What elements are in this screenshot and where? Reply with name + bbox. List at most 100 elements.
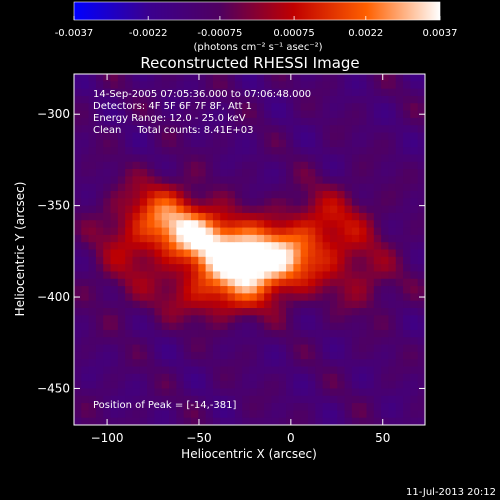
heatmap-pixel [403, 227, 411, 236]
heatmap-pixel [337, 315, 346, 324]
heatmap-pixel [227, 403, 236, 411]
heatmap-pixel [95, 103, 104, 112]
heatmap-pixel [308, 161, 316, 170]
heatmap-pixel [278, 227, 287, 236]
heatmap-pixel [132, 227, 141, 236]
heatmap-pixel [110, 125, 119, 134]
heatmap-pixel [359, 191, 368, 199]
heatmap-pixel [74, 95, 82, 104]
heatmap-pixel [366, 161, 375, 170]
heatmap-pixel [344, 322, 353, 331]
heatmap-pixel [388, 161, 397, 170]
heatmap-pixel [139, 220, 148, 229]
heatmap-pixel [308, 344, 316, 353]
heatmap-pixel [278, 300, 287, 309]
heatmap-pixel [315, 161, 324, 170]
heatmap-pixel [278, 242, 287, 251]
heatmap-pixel [308, 117, 316, 126]
heatmap-pixel [403, 315, 411, 324]
heatmap-pixel [117, 183, 126, 192]
heatmap-pixel [205, 337, 214, 346]
heatmap-pixel [271, 388, 280, 397]
heatmap-pixel [366, 132, 375, 141]
heatmap-pixel [169, 95, 177, 104]
heatmap-pixel [373, 169, 382, 177]
heatmap-pixel [373, 220, 382, 229]
heatmap-pixel [417, 417, 425, 425]
heatmap-pixel [278, 125, 287, 134]
heatmap-pixel [293, 110, 302, 119]
heatmap-pixel [205, 373, 214, 382]
heatmap-pixel [388, 95, 397, 104]
heatmap-pixel [381, 125, 390, 134]
heatmap-pixel [373, 176, 382, 185]
heatmap-pixel [329, 351, 338, 360]
heatmap-pixel [227, 125, 236, 134]
heatmap-pixel [74, 88, 82, 97]
heatmap-pixel [315, 395, 324, 404]
heatmap-pixel [337, 234, 346, 243]
heatmap-pixel [176, 410, 185, 419]
heatmap-pixel [139, 242, 148, 251]
heatmap-pixel [242, 95, 251, 104]
heatmap-pixel [154, 308, 163, 316]
heatmap-pixel [139, 95, 148, 104]
heatmap-pixel [117, 373, 126, 382]
heatmap-pixel [242, 176, 251, 185]
heatmap-pixel [212, 278, 221, 287]
heatmap-pixel [293, 359, 302, 368]
heatmap-pixel [176, 351, 185, 360]
heatmap-pixel [381, 220, 390, 229]
heatmap-pixel [410, 410, 419, 419]
heatmap-pixel [88, 366, 97, 375]
heatmap-pixel [293, 395, 302, 404]
heatmap-pixel [256, 366, 265, 375]
heatmap-pixel [278, 286, 287, 294]
heatmap-pixel [154, 373, 163, 382]
heatmap-pixel [205, 293, 214, 302]
heatmap-pixel [169, 139, 177, 148]
heatmap-pixel [264, 242, 273, 251]
heatmap-pixel [132, 388, 141, 397]
heatmap-pixel [395, 366, 404, 375]
heatmap-pixel [154, 351, 163, 360]
heatmap-pixel [227, 183, 236, 192]
heatmap-pixel [395, 103, 404, 112]
heatmap-pixel [183, 337, 192, 346]
heatmap-pixel [125, 227, 134, 236]
heatmap-pixel [249, 205, 258, 214]
heatmap-pixel [315, 205, 324, 214]
heatmap-pixel [366, 403, 375, 411]
heatmap-pixel [300, 205, 309, 214]
heatmap-pixel [191, 366, 199, 375]
heatmap-pixel [205, 176, 214, 185]
heatmap-pixel [154, 249, 163, 258]
heatmap-pixel [147, 176, 156, 185]
heatmap-pixel [308, 212, 316, 221]
heatmap-pixel [322, 351, 331, 360]
heatmap-pixel [154, 147, 163, 156]
heatmap-pixel [161, 147, 170, 156]
heatmap-pixel [417, 205, 425, 214]
heatmap-pixel [212, 227, 221, 236]
heatmap-pixel [147, 388, 156, 397]
heatmap-pixel [373, 234, 382, 243]
heatmap-pixel [234, 117, 243, 126]
heatmap-pixel [344, 359, 353, 368]
heatmap-pixel [125, 147, 134, 156]
heatmap-pixel [315, 220, 324, 229]
heatmap-pixel [176, 388, 185, 397]
heatmap-pixel [176, 308, 185, 316]
heatmap-pixel [147, 264, 156, 273]
heatmap-pixel [183, 410, 192, 419]
heatmap-pixel [154, 242, 163, 251]
heatmap-pixel [220, 271, 229, 280]
heatmap-pixel [176, 183, 185, 192]
observation-info: 14-Sep-2005 07:05:36.000 to 07:06:48.000… [93, 89, 311, 136]
heatmap-pixel [161, 417, 170, 425]
heatmap-pixel [395, 132, 404, 141]
heatmap-pixel [359, 351, 368, 360]
heatmap-pixel [74, 147, 82, 156]
heatmap-pixel [315, 74, 324, 82]
heatmap-pixel [315, 132, 324, 141]
